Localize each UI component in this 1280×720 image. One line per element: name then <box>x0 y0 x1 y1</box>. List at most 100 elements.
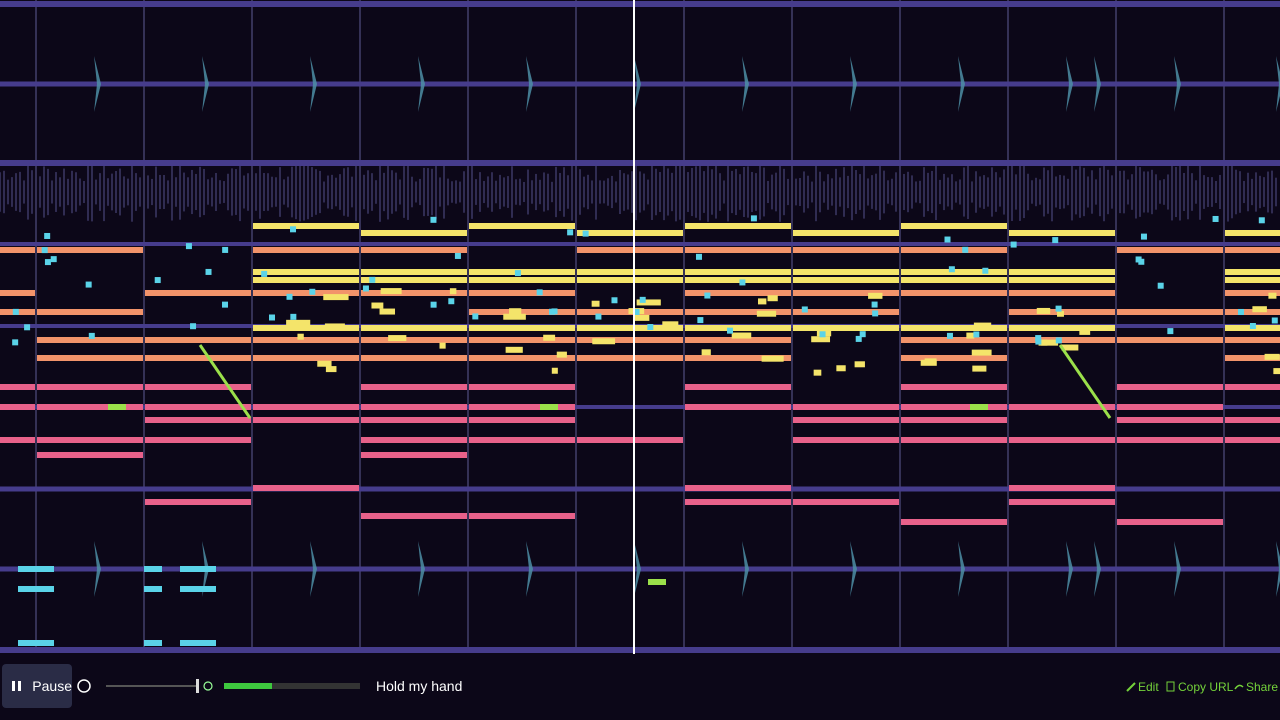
drum-hit <box>742 541 749 597</box>
share-link[interactable]: Share <box>1234 680 1278 694</box>
note-orange <box>685 247 791 253</box>
note-cyan <box>205 268 212 275</box>
note-cyan <box>1140 233 1147 240</box>
note-cyan <box>41 247 48 254</box>
note-orange <box>37 309 143 315</box>
note-yellow <box>551 367 558 374</box>
playhead <box>633 0 635 654</box>
note-pink <box>469 437 575 443</box>
progress-track[interactable] <box>224 683 360 689</box>
note-cyan <box>12 339 19 346</box>
slide <box>198 344 252 419</box>
copy-url-link[interactable]: Copy URL <box>1166 680 1233 694</box>
drum-hit <box>634 541 641 597</box>
drum-hit <box>850 56 857 112</box>
drum-hit <box>850 541 857 597</box>
note-yellow <box>854 361 865 368</box>
note-yellow <box>793 325 899 331</box>
note-pink <box>0 437 35 443</box>
note-orange <box>469 290 575 296</box>
note-cyan <box>1258 217 1265 224</box>
note-cyan <box>944 236 951 243</box>
note-yellow <box>756 310 777 317</box>
volume-icon <box>77 679 91 693</box>
note-orange <box>685 309 791 315</box>
note-yellow <box>591 300 600 307</box>
pause-button[interactable]: Pause <box>2 664 72 708</box>
note-orange <box>1009 337 1115 343</box>
note-yellow <box>543 334 556 341</box>
note-yellow <box>361 269 467 275</box>
note-yellow <box>761 355 784 362</box>
note-yellow <box>439 342 446 349</box>
note-green <box>648 579 666 585</box>
note-yellow <box>253 269 359 275</box>
note-cyan <box>18 586 54 592</box>
note-cyan <box>611 297 618 304</box>
note-orange <box>1117 309 1223 315</box>
note-pink <box>1117 519 1223 525</box>
note-pink <box>361 417 467 423</box>
note-orange <box>1009 290 1115 296</box>
note-yellow <box>731 332 752 339</box>
volume-slider[interactable] <box>106 685 196 687</box>
note-cyan <box>855 335 862 342</box>
volume-thumb[interactable] <box>196 679 199 693</box>
note-orange <box>793 309 899 315</box>
zoom-icon[interactable] <box>203 681 213 691</box>
note-cyan <box>430 301 437 308</box>
note-yellow <box>379 308 396 315</box>
note-pink <box>901 417 1007 423</box>
drum-hit <box>202 56 209 112</box>
note-pink <box>0 404 35 410</box>
note-pink <box>469 384 575 390</box>
note-pink <box>1117 417 1223 423</box>
note-yellow <box>972 365 987 372</box>
note-orange <box>793 247 899 253</box>
note-pink <box>1009 404 1115 410</box>
note-yellow <box>924 358 937 365</box>
song-title: Hold my hand <box>376 678 463 694</box>
note-yellow <box>577 325 683 331</box>
note-cyan <box>727 327 734 334</box>
note-yellow <box>449 288 457 295</box>
note-cyan <box>647 324 654 331</box>
note-orange <box>577 247 683 253</box>
note-orange <box>253 247 359 253</box>
drum-hit <box>418 56 425 112</box>
note-yellow <box>1225 230 1280 236</box>
drum-hit <box>1174 541 1181 597</box>
drum-hit <box>958 56 965 112</box>
note-cyan <box>44 259 51 266</box>
copy-icon <box>1166 681 1175 692</box>
drum-hit <box>742 56 749 112</box>
pause-icon <box>12 681 21 691</box>
note-cyan <box>1157 282 1164 289</box>
note-cyan <box>1249 323 1256 330</box>
note-cyan <box>144 640 162 646</box>
note-orange <box>0 247 35 253</box>
note-yellow <box>505 346 523 353</box>
note-yellow <box>361 230 467 236</box>
note-cyan <box>261 270 268 277</box>
note-cyan <box>695 253 702 260</box>
note-yellow <box>1273 368 1280 375</box>
drum-hit <box>526 56 533 112</box>
note-yellow <box>1252 306 1267 313</box>
pause-label: Pause <box>32 678 72 694</box>
note-pink <box>145 499 251 505</box>
note-pink <box>1009 499 1115 505</box>
note-yellow <box>757 298 767 305</box>
note-yellow <box>1036 307 1051 314</box>
note-orange <box>361 247 467 253</box>
note-cyan <box>454 252 461 259</box>
note-orange <box>685 355 791 361</box>
edit-link[interactable]: Edit <box>1126 680 1159 694</box>
channel-line <box>0 405 1280 409</box>
note-cyan <box>551 308 558 315</box>
note-cyan <box>514 270 521 277</box>
note-pink <box>577 437 683 443</box>
note-pink <box>793 404 899 410</box>
note-orange <box>793 290 899 296</box>
